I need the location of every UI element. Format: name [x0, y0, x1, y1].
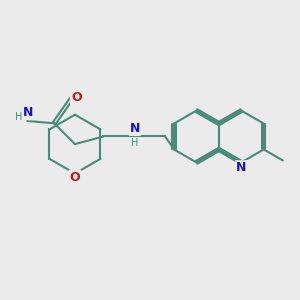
Text: N: N — [22, 106, 33, 119]
Text: N: N — [130, 122, 140, 135]
Text: O: O — [70, 171, 80, 184]
Text: H: H — [15, 112, 22, 122]
Text: H: H — [131, 138, 139, 148]
Text: O: O — [71, 91, 82, 104]
Text: N: N — [236, 161, 247, 174]
